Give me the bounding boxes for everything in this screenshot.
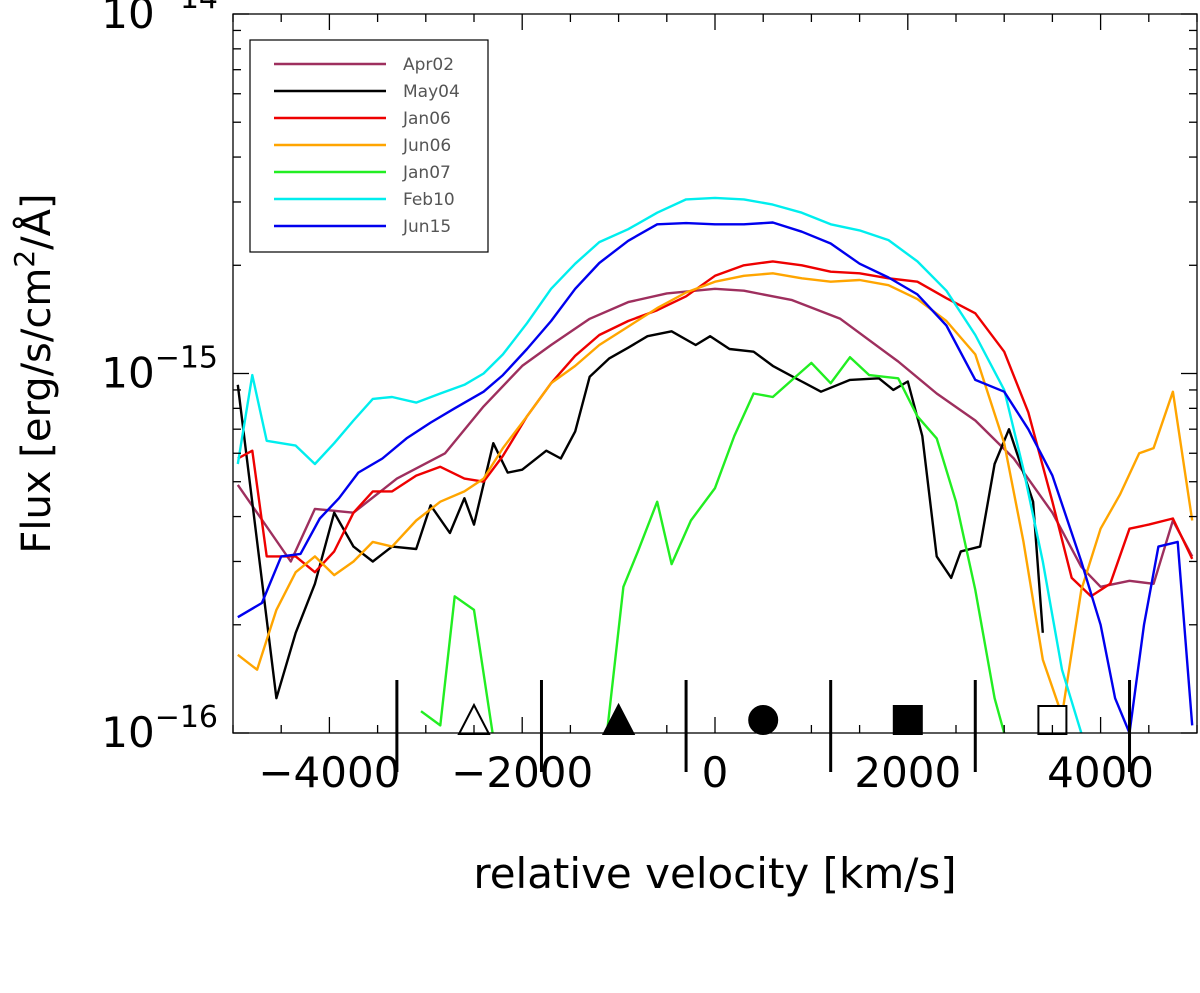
legend-label-may04: May04 <box>403 82 460 102</box>
filled-circle-marker <box>748 705 779 735</box>
filled-triangle-marker <box>601 702 636 735</box>
x-tick-label: 2000 <box>854 748 961 797</box>
series-line-may04 <box>236 330 1044 700</box>
series-line-feb10 <box>236 196 1083 733</box>
legend-label-jun15: Jun15 <box>402 217 451 237</box>
open-square-marker <box>1037 705 1068 735</box>
legend-label-feb10: Feb10 <box>403 190 455 210</box>
x-tick-label: 0 <box>702 748 729 797</box>
x-tick-label: 4000 <box>1047 748 1154 797</box>
series-line-jan07 <box>420 356 1006 733</box>
legend: Apr02 May04 Jan06 Jun06 Jan07 Feb10 Jun15 <box>249 39 489 253</box>
y-tick-label: 10−15 <box>101 341 218 398</box>
series-line-jan06 <box>237 260 1194 598</box>
series-layer <box>236 196 1194 733</box>
x-axis-title: relative velocity [km/s] <box>473 849 956 898</box>
x-tick-label: −2000 <box>451 748 593 797</box>
legend-label-jan07: Jan07 <box>402 163 451 183</box>
legend-label-jun06: Jun06 <box>402 136 451 156</box>
open-triangle-marker <box>457 702 491 735</box>
series-line-jun15 <box>237 221 1194 733</box>
y-tick-label: 10−16 <box>101 700 218 757</box>
tick-layer <box>232 13 1198 734</box>
y-tick-label: 10−14 <box>101 0 218 38</box>
series-line-apr02 <box>236 287 1194 588</box>
x-tick-label: −4000 <box>258 748 400 797</box>
marker-layer <box>395 680 1132 772</box>
legend-label-apr02: Apr02 <box>403 55 454 75</box>
label-layer: −4000 −2000 0 2000 4000 10−16 10−15 10−14 relati… <box>8 0 1154 898</box>
series-line-jun06 <box>237 272 1194 717</box>
y-axis-title: Flux [erg/s/cm2/Å] <box>8 193 60 553</box>
legend-label-jan06: Jan06 <box>402 109 451 129</box>
